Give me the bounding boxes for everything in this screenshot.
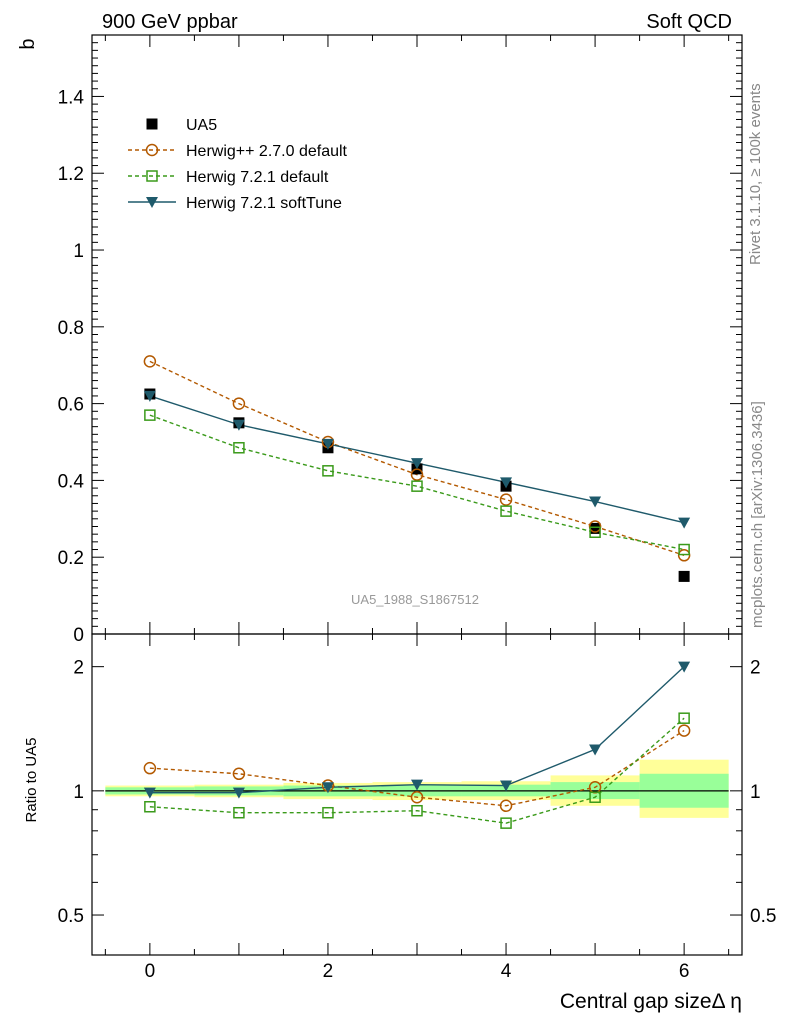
series-line [149, 414, 685, 551]
data-point [411, 480, 423, 492]
data-point [411, 458, 423, 470]
legend: UA5 Herwig++ 2.7.0 default Herwig 7.2.1 de… [128, 117, 348, 212]
data-point [589, 496, 602, 508]
y-tick-label: 2 [73, 658, 84, 679]
data-point [588, 520, 602, 533]
ratio-point [321, 782, 334, 794]
data-point [144, 409, 156, 421]
bottom-ylabel: Ratio to UA5 [23, 737, 40, 822]
y-tick-label: 0.5 [58, 906, 84, 927]
bottom-panel: 0 2 4 6 0.5 0.5 1 1 2 2 [58, 633, 776, 982]
top-panel: 0 0.2 0.4 0.6 0.8 1 1.2 1.4 [58, 34, 743, 646]
y-tick-label: 0.6 [58, 395, 84, 416]
ratio-point [144, 801, 156, 813]
header-right: Soft QCD [646, 11, 732, 33]
ratio-point [411, 804, 423, 817]
watermark: UA5_1988_S1867512 [351, 592, 479, 607]
data-point [500, 477, 513, 489]
x-tick-label: 0 [145, 961, 156, 982]
y-tick-label: 0.4 [58, 471, 85, 492]
ratio-point [500, 817, 512, 829]
rivet-label: Rivet 3.1.10, ≥ 100k events [747, 83, 764, 265]
data-point [143, 355, 157, 368]
ratio-point [232, 767, 246, 781]
data-point [233, 442, 245, 454]
legend-label: Herwig 7.2.1 softTune [186, 195, 342, 212]
bottom-frame [91, 633, 743, 956]
legend-marker [146, 118, 158, 130]
legend-label: Herwig++ 2.7.0 default [186, 143, 348, 160]
data-point [677, 549, 691, 562]
ratio-point [678, 712, 690, 724]
y-tick-label: 0.2 [58, 548, 84, 569]
data-point [410, 468, 424, 481]
ratio-point [678, 661, 691, 673]
xlabel: Central gap sizeΔ η [560, 990, 742, 1013]
x-tick-label: 6 [679, 961, 690, 982]
top-ylabel: b [17, 38, 39, 49]
data-point [678, 543, 690, 556]
data-point [678, 517, 691, 529]
data-point [589, 526, 601, 538]
data-point [143, 390, 156, 402]
y-tick-label-right: 2 [750, 658, 761, 679]
data-point [232, 419, 245, 431]
ratio-point [143, 787, 156, 799]
data-point [322, 465, 334, 477]
y-tick-label: 1.4 [58, 87, 85, 108]
y-tick-label: 1.2 [58, 164, 84, 185]
ratio-point [410, 790, 424, 804]
series-line [149, 360, 685, 556]
mcplots-label: mcplots.cern.ch [arXiv:1306.3436] [749, 401, 766, 628]
ratio-point [233, 806, 245, 819]
ratio-point [322, 806, 334, 819]
legend-marker [146, 170, 158, 182]
y-tick-label: 1 [73, 241, 84, 262]
y-tick-label-right: 1 [750, 782, 761, 803]
ratio-line [149, 729, 685, 807]
data-point [589, 522, 601, 534]
data-point [500, 505, 512, 517]
x-tick-label: 4 [501, 961, 512, 982]
y-tick-label: 1 [73, 782, 84, 803]
ratio-point [411, 779, 423, 791]
ratio-point [499, 799, 513, 813]
data-point [232, 397, 246, 410]
data-point [321, 438, 334, 450]
x-tick-label: 2 [323, 961, 334, 982]
ratio-line [149, 717, 685, 824]
y-tick-label: 0 [73, 625, 84, 646]
legend-marker [145, 143, 159, 157]
header-left: 900 GeV ppbar [102, 11, 238, 33]
legend-label: UA5 [186, 117, 217, 134]
ratio-point [677, 724, 691, 737]
legend-marker [146, 197, 158, 208]
ratio-point [500, 780, 513, 792]
ratio-point [589, 791, 601, 803]
legend-label: Herwig 7.2.1 default [186, 169, 329, 186]
ratio-point [589, 744, 602, 756]
ratio-point [232, 787, 245, 799]
y-tick-label: 0.8 [58, 318, 84, 339]
data-point [678, 570, 690, 582]
data-point [499, 493, 513, 506]
ratio-point [143, 761, 157, 775]
y-tick-label-right: 0.5 [750, 906, 776, 927]
